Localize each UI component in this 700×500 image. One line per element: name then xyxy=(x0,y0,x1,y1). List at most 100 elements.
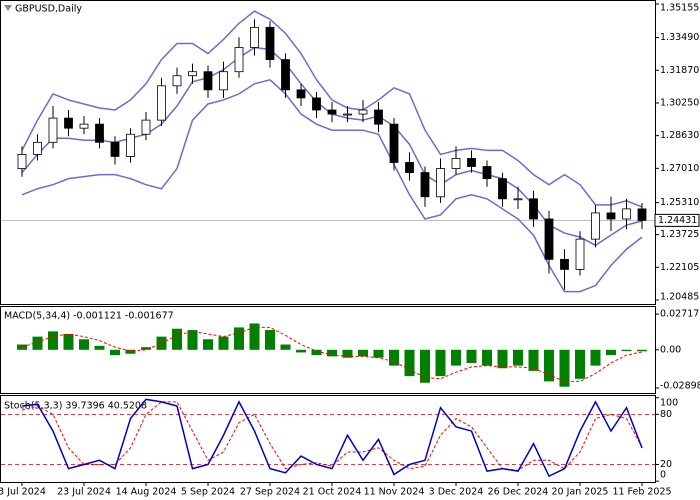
x-tick-label: 27 Sep 2024 xyxy=(240,487,300,498)
macd-title: MACD(5,34,4) -0.001121 -0.001677 xyxy=(4,311,174,322)
candle-body xyxy=(141,119,151,135)
candle-body xyxy=(79,123,89,129)
x-tick-label: 11 Feb 2025 xyxy=(612,487,671,498)
candle-body xyxy=(575,238,585,270)
y-tick-label: 1.25310 xyxy=(660,197,699,208)
candle-body xyxy=(327,109,337,115)
candle-body xyxy=(17,154,27,169)
x-tick-label: 5 Sep 2024 xyxy=(181,487,235,498)
macd-bar xyxy=(203,339,213,350)
candle-body xyxy=(451,158,461,169)
macd-bar xyxy=(32,336,43,350)
macd-bar xyxy=(482,349,492,366)
macd-bar xyxy=(637,349,647,352)
macd-bar xyxy=(451,349,461,366)
candle-body xyxy=(296,89,306,99)
y-tick-label: -0.028986 xyxy=(660,381,700,392)
stoch-title: Stoch(5,3,3) 39.7396 40.5208 xyxy=(4,401,147,412)
macd-bar xyxy=(110,349,120,356)
macd-bar xyxy=(265,330,275,350)
candle-body xyxy=(637,208,647,221)
candle-body xyxy=(374,109,383,125)
candle-body xyxy=(467,158,476,167)
candle-body xyxy=(64,117,73,129)
bollinger-lower xyxy=(21,78,643,293)
stoch-panel xyxy=(0,395,656,483)
macd-bar xyxy=(497,349,508,369)
macd-bar xyxy=(187,330,198,350)
y-tick-label: 80 xyxy=(660,409,672,420)
macd-bar xyxy=(358,349,368,357)
macd-bar xyxy=(249,323,260,350)
candle-body xyxy=(265,26,275,60)
candle-body xyxy=(405,162,414,173)
macd-bar xyxy=(621,349,632,352)
price-panel xyxy=(0,0,656,305)
macd-bar xyxy=(544,349,554,382)
y-tick-label: 1.30250 xyxy=(660,97,699,108)
candle-body xyxy=(188,71,197,77)
y-tick-label: 1.31870 xyxy=(660,65,699,76)
candle-body xyxy=(544,218,554,260)
stoch-signal xyxy=(21,401,643,471)
macd-bar xyxy=(606,349,616,356)
candle-body xyxy=(591,212,600,240)
y-tick-label: 0.02717 xyxy=(660,309,699,320)
stoch-main xyxy=(21,398,643,478)
macd-bar xyxy=(373,349,384,358)
candle-body xyxy=(529,198,538,220)
x-tick-label: 14 Aug 2024 xyxy=(116,487,177,498)
macd-bar xyxy=(528,349,539,371)
macd-bar xyxy=(311,349,322,356)
macd-bar xyxy=(466,349,477,363)
candle-body xyxy=(436,168,445,198)
macd-bar xyxy=(94,345,105,350)
candle-body xyxy=(622,208,631,220)
candle-body xyxy=(560,258,569,270)
macd-bar xyxy=(342,349,353,358)
candle-body xyxy=(482,166,492,180)
x-tick-label: 3 Dec 2024 xyxy=(429,487,484,498)
y-tick-label: 1.33490 xyxy=(660,32,699,43)
y-tick-label: 1.22105 xyxy=(660,262,699,273)
macd-bar xyxy=(296,349,306,353)
macd-bar xyxy=(48,331,58,350)
candle-body xyxy=(606,212,616,220)
macd-bar xyxy=(280,344,291,350)
x-tick-label: 23 Jul 2024 xyxy=(57,487,111,498)
macd-bar xyxy=(125,349,136,354)
macd-bar xyxy=(141,347,151,350)
candle-body xyxy=(420,172,430,198)
candle-body xyxy=(343,113,352,116)
macd-bar xyxy=(172,328,182,350)
macd-bar xyxy=(435,349,446,377)
candle-body xyxy=(110,141,120,157)
chart-title: GBPUSD,Daily xyxy=(15,4,82,15)
y-tick-label: 0 xyxy=(660,470,666,481)
x-tick-label: 21 Oct 2024 xyxy=(303,487,362,498)
current-price-label: 1.24431 xyxy=(658,215,697,226)
y-tick-label: 0.00 xyxy=(660,344,681,355)
macd-bar xyxy=(420,349,430,383)
macd-bar xyxy=(234,327,244,350)
x-tick-label: 26 Dec 2024 xyxy=(488,487,549,498)
candle-body xyxy=(513,198,523,201)
macd-bar xyxy=(575,349,585,379)
candle-body xyxy=(281,59,290,91)
y-tick-label: 1.23725 xyxy=(660,229,699,240)
candle-body xyxy=(389,123,399,163)
x-tick-label: 3 Jul 2024 xyxy=(0,487,46,498)
macd-bar xyxy=(79,339,89,350)
macd-bar xyxy=(327,349,337,357)
symbol-icon xyxy=(4,5,12,11)
candle-body xyxy=(358,109,368,115)
y-tick-label: 100 xyxy=(660,398,678,409)
candle-body xyxy=(203,71,213,91)
candle-body xyxy=(234,47,244,73)
macd-signal xyxy=(21,326,643,382)
candle-body xyxy=(48,117,58,143)
candle-body xyxy=(219,71,228,91)
macd-bar xyxy=(63,333,74,350)
macd-bar xyxy=(389,349,399,366)
